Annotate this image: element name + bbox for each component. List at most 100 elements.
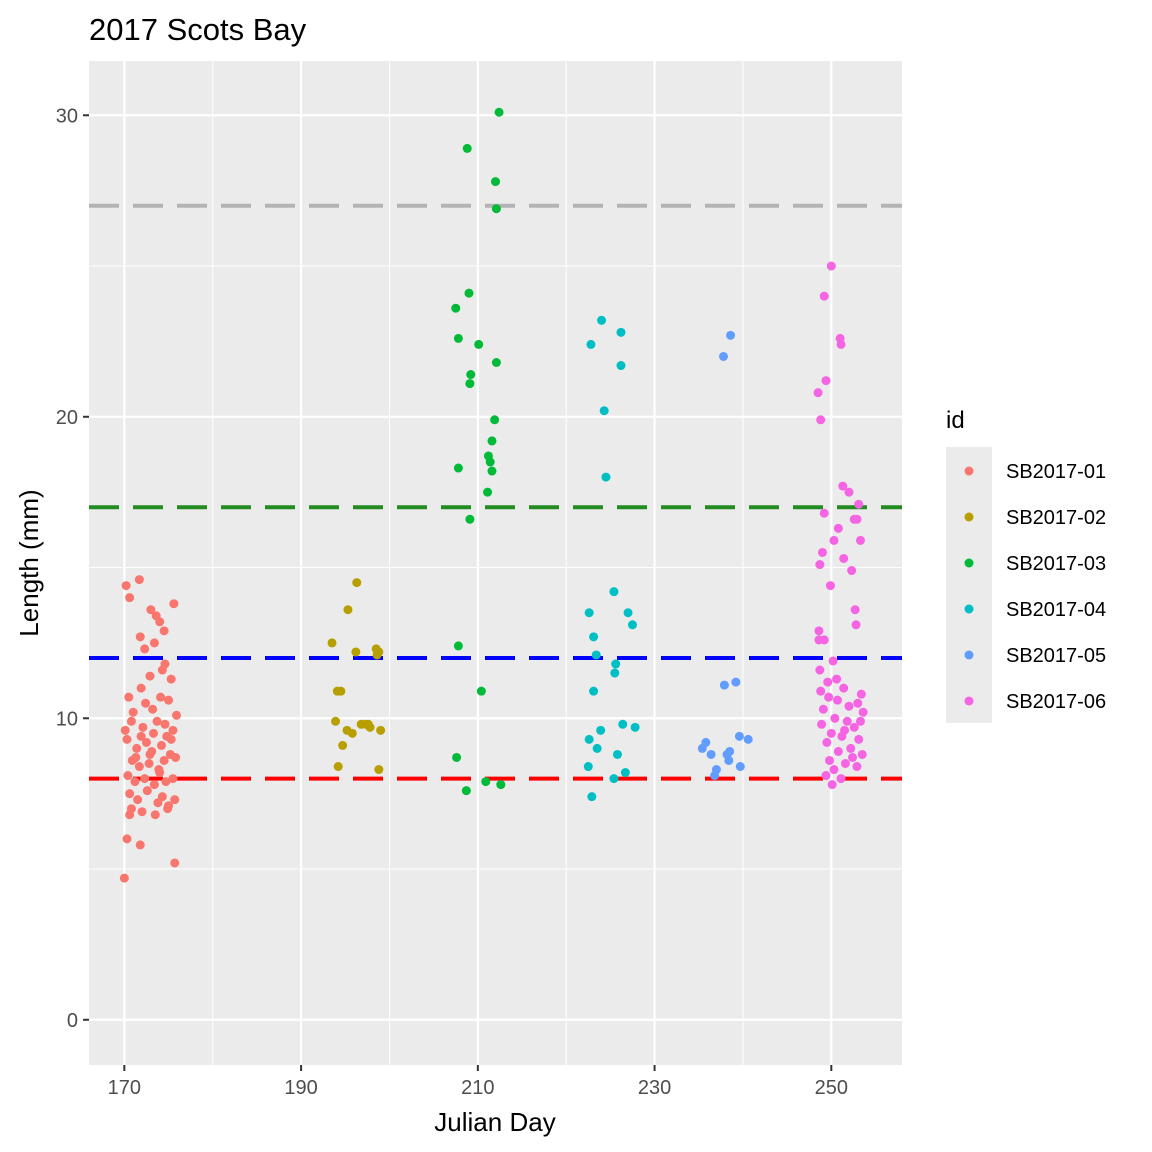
data-point: [453, 463, 463, 473]
data-point: [611, 659, 621, 669]
data-point: [491, 204, 501, 214]
data-point: [821, 771, 831, 781]
data-point: [855, 535, 865, 545]
data-point: [597, 315, 607, 325]
data-point: [451, 303, 461, 313]
data-point: [496, 780, 506, 790]
data-point: [610, 668, 620, 678]
y-tick-label: 0: [67, 1010, 78, 1032]
data-point: [141, 698, 151, 708]
data-point: [584, 734, 594, 744]
data-point: [850, 605, 860, 615]
data-point: [623, 608, 633, 618]
data-point: [849, 722, 859, 732]
x-tick-label: 210: [461, 1077, 494, 1099]
data-point: [169, 599, 179, 609]
y-tick-label: 10: [56, 708, 78, 730]
data-point: [725, 746, 735, 756]
data-point: [832, 674, 842, 684]
data-point: [336, 686, 346, 696]
data-point: [819, 508, 829, 518]
data-point: [122, 834, 132, 844]
data-point: [817, 719, 827, 729]
data-point: [491, 177, 500, 187]
data-point: [156, 692, 166, 702]
data-point: [171, 752, 181, 762]
data-point: [591, 650, 601, 660]
data-point: [854, 734, 864, 744]
data-point: [155, 617, 165, 627]
data-point: [829, 765, 839, 775]
data-point: [136, 683, 146, 693]
data-point: [743, 734, 753, 744]
data-point: [616, 361, 626, 371]
data-point: [461, 786, 471, 796]
data-point: [333, 762, 343, 772]
data-point: [833, 523, 843, 533]
data-point: [135, 632, 145, 642]
data-point: [132, 743, 142, 753]
data-point: [494, 107, 504, 117]
data-point: [819, 291, 829, 301]
data-point: [168, 725, 178, 735]
data-point: [813, 388, 823, 398]
data-point: [462, 143, 472, 153]
data-point: [724, 755, 734, 765]
data-point: [815, 665, 825, 675]
data-point: [833, 746, 843, 756]
legend-key-background: [946, 447, 992, 723]
legend-key: [964, 466, 974, 476]
data-point: [140, 774, 150, 784]
data-point: [589, 632, 599, 642]
legend-key: [964, 696, 974, 706]
data-point: [125, 593, 135, 603]
data-point: [134, 762, 144, 772]
data-point: [825, 755, 835, 765]
legend-key: [964, 650, 974, 660]
data-point: [146, 605, 156, 615]
data-point: [483, 487, 493, 497]
data-point: [583, 762, 593, 772]
data-point: [817, 547, 827, 557]
data-point: [161, 777, 171, 787]
data-point: [840, 725, 850, 735]
data-point: [159, 626, 169, 636]
legend-key: [964, 558, 974, 568]
legend-key: [964, 604, 974, 614]
data-point: [584, 608, 594, 618]
data-point: [726, 330, 736, 340]
data-point: [826, 728, 836, 738]
data-point: [452, 752, 462, 762]
data-point: [144, 758, 154, 768]
data-point: [718, 351, 728, 361]
data-point: [852, 762, 862, 772]
data-point: [464, 288, 474, 298]
data-point: [854, 499, 864, 509]
data-point: [131, 752, 141, 762]
data-point: [836, 774, 846, 784]
data-point: [453, 333, 463, 343]
data-point: [816, 415, 826, 425]
data-point: [858, 707, 868, 717]
data-point: [630, 722, 640, 732]
data-point: [466, 370, 476, 380]
plot-panel: [89, 61, 902, 1065]
data-point: [130, 777, 140, 787]
data-point: [140, 644, 150, 654]
legend-title: id: [946, 407, 965, 434]
data-point: [338, 740, 348, 750]
data-point: [710, 771, 720, 781]
data-point: [586, 339, 596, 349]
data-point: [731, 677, 741, 687]
data-point: [706, 749, 716, 759]
data-point: [487, 436, 497, 446]
data-point: [814, 626, 824, 636]
data-point: [822, 737, 832, 747]
x-tick-label: 230: [638, 1077, 671, 1099]
x-tick-label: 250: [815, 1077, 848, 1099]
data-point: [119, 873, 129, 883]
data-point: [697, 743, 707, 753]
data-point: [149, 780, 159, 790]
data-point: [826, 261, 836, 271]
data-point: [844, 487, 854, 497]
